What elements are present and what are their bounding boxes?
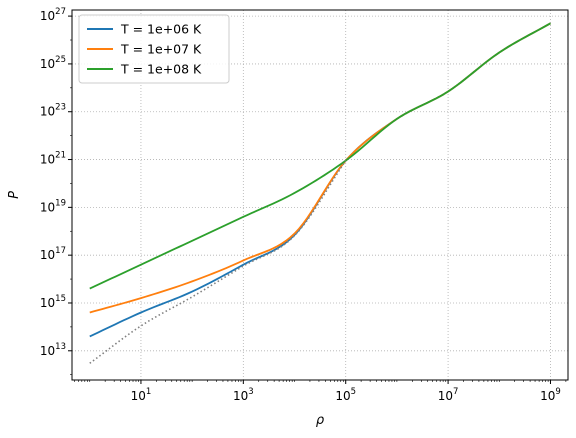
x-tick-exponent: 7 [453,387,458,397]
x-tick-label: 103 [233,387,254,403]
x-tick-label: 101 [131,387,152,403]
y-tick-label: 1025 [40,55,66,71]
y-tick-label: 1021 [40,151,66,167]
x-tick-exponent: 1 [146,387,151,397]
axes-frame [71,9,569,381]
legend-label: T = 1e+08 K [120,62,202,77]
y-tick-base: 10 [40,153,55,167]
legend-label: T = 1e+07 K [120,42,202,57]
legend-box [78,14,230,84]
x-tick-base: 10 [131,389,146,403]
x-tick-base: 10 [438,389,453,403]
x-axis-label: ρ [316,413,325,428]
y-tick-label: 1023 [40,103,66,119]
y-tick-exponent: 19 [55,198,66,208]
x-tick-base: 10 [540,389,555,403]
y-tick-exponent: 15 [55,294,66,304]
y-tick-base: 10 [40,9,55,23]
y-tick-base: 10 [40,105,55,119]
y-tick-label: 1017 [40,246,66,262]
reference-dotted-line [89,160,347,364]
y-tick-base: 10 [40,57,55,71]
y-tick-base: 10 [40,200,55,214]
x-tick-label: 109 [540,387,561,403]
y-tick-exponent: 27 [55,7,66,17]
axis-ticks: 101 103 105 107 1091013101510171019102110231… [40,7,567,403]
x-tick-base: 10 [335,389,350,403]
series-line-3 [89,22,551,290]
y-tick-label: 1019 [40,198,66,214]
y-tick-exponent: 23 [55,103,66,113]
x-tick-label: 107 [438,387,459,403]
x-tick-exponent: 9 [555,387,560,397]
y-tick-exponent: 13 [55,342,66,352]
x-tick-base: 10 [233,389,248,403]
plot-series [89,22,551,364]
y-tick-label: 1015 [40,294,66,310]
x-tick-exponent: 3 [248,387,253,397]
y-axis-label: P [7,191,22,199]
y-tick-exponent: 21 [55,151,66,161]
x-tick-exponent: 5 [351,387,356,397]
y-tick-base: 10 [40,248,55,262]
y-tick-exponent: 25 [55,55,66,65]
legend-label: T = 1e+06 K [120,22,202,37]
y-tick-base: 10 [40,296,55,310]
y-tick-label: 1027 [40,7,66,23]
x-tick-label: 105 [335,387,356,403]
y-tick-exponent: 17 [55,246,66,256]
y-tick-base: 10 [40,344,55,358]
legend: T = 1e+06 K T = 1e+07 K T = 1e+08 K [78,14,230,84]
y-tick-label: 1013 [40,342,66,358]
